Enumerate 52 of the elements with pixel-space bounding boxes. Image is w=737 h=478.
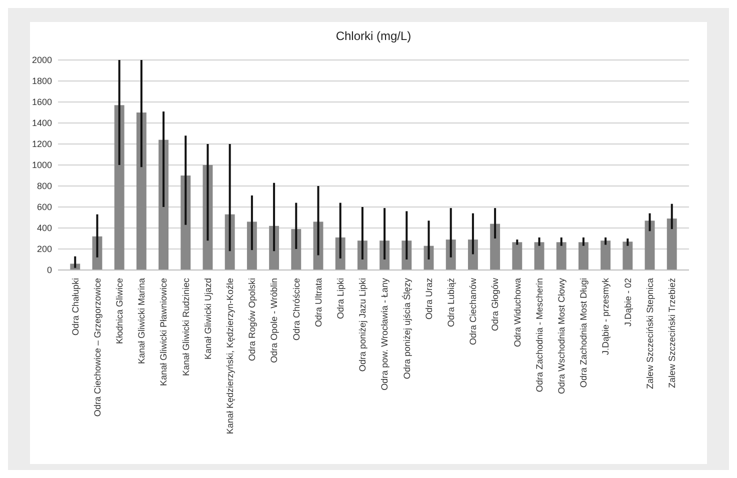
- bar: [644, 220, 655, 270]
- y-tick-label: 1800: [32, 76, 52, 86]
- bar: [512, 242, 522, 270]
- y-tick-label: 2000: [32, 55, 52, 66]
- bar: [136, 112, 146, 270]
- x-tick-label: Odra Rogów Opolski: [247, 278, 258, 362]
- x-tick-label: Odra pow. Wrocławia - Łany: [380, 278, 390, 390]
- y-tick-label: 1600: [32, 97, 52, 108]
- y-tick-label: 0: [46, 265, 52, 276]
- x-tick-label: J.Dąbie - 02: [622, 278, 633, 327]
- y-tick-label: 200: [36, 244, 52, 254]
- x-tick-label: Odra Chróścice: [291, 278, 302, 341]
- x-tick-label: Odra Ciechanów: [468, 278, 478, 346]
- x-tick-label: Kanał Gliwicki Rudziniec: [180, 278, 191, 376]
- x-tick-label: Odra Głogów: [490, 278, 500, 332]
- x-tick-label: Odra Ultrata: [313, 278, 324, 328]
- bar: [114, 105, 124, 270]
- x-tick-label: Odra Chałupki: [70, 278, 80, 336]
- y-tick-label: 1200: [32, 139, 52, 150]
- x-tick-label: Zalew Szczeciński Trzebież: [667, 278, 678, 388]
- x-tick-label: Odra poniżej Jazu Lipki: [358, 278, 368, 372]
- x-tick-label: Kanał Gliwicki Marina: [136, 278, 147, 364]
- x-tick-label: Odra Lipki: [336, 278, 346, 320]
- x-tick-label: Odra Opole - Wróblin: [269, 278, 280, 363]
- x-tick-label: J.Dąbie - przesmyk: [600, 278, 611, 356]
- x-tick-label: Odra Wschodnia Most Cłowy: [556, 278, 567, 394]
- bar: [600, 240, 611, 270]
- x-tick-label: Odra Uraz: [424, 278, 434, 320]
- x-tick-label: Odra Zachodnia Most Długi: [578, 278, 589, 388]
- chart-title: Chlorki (mg/L): [336, 29, 412, 43]
- x-tick-label: Odra Widuchowa: [512, 278, 522, 348]
- x-tick-label: Kanał Gliwicki Ujazd: [202, 278, 213, 360]
- x-tick-label: Odra Lubiąż: [446, 278, 456, 328]
- y-tick-label: 800: [36, 181, 52, 192]
- x-tick-label: Kłodnica Gliwice: [114, 278, 124, 344]
- y-tick-label: 1400: [32, 118, 52, 128]
- x-tick-label: Zalew Szczeciński Stepnica: [644, 278, 655, 390]
- bar: [534, 242, 544, 270]
- bar: [666, 218, 677, 270]
- x-tick-label: Kanał Gliwicki Pławniowice: [158, 278, 169, 386]
- y-tick-label: 400: [36, 223, 52, 234]
- y-tick-label: 1000: [32, 160, 52, 170]
- x-tick-label: Kanał Kędzierzyński, Kędzierzyn-Koźle: [224, 278, 235, 434]
- x-tick-label: Odra poniżej ujścia Ślęzy: [400, 278, 412, 380]
- bar: [578, 242, 588, 270]
- bar: [490, 224, 500, 270]
- bar: [556, 242, 566, 270]
- y-tick-label: 600: [36, 202, 52, 212]
- x-tick-label: Odra Ciechowice – Grzegorzowice: [92, 278, 102, 417]
- bar: [622, 242, 633, 270]
- bar: [291, 229, 302, 270]
- x-tick-label: Odra Zachodnia - Mescherin: [534, 278, 544, 392]
